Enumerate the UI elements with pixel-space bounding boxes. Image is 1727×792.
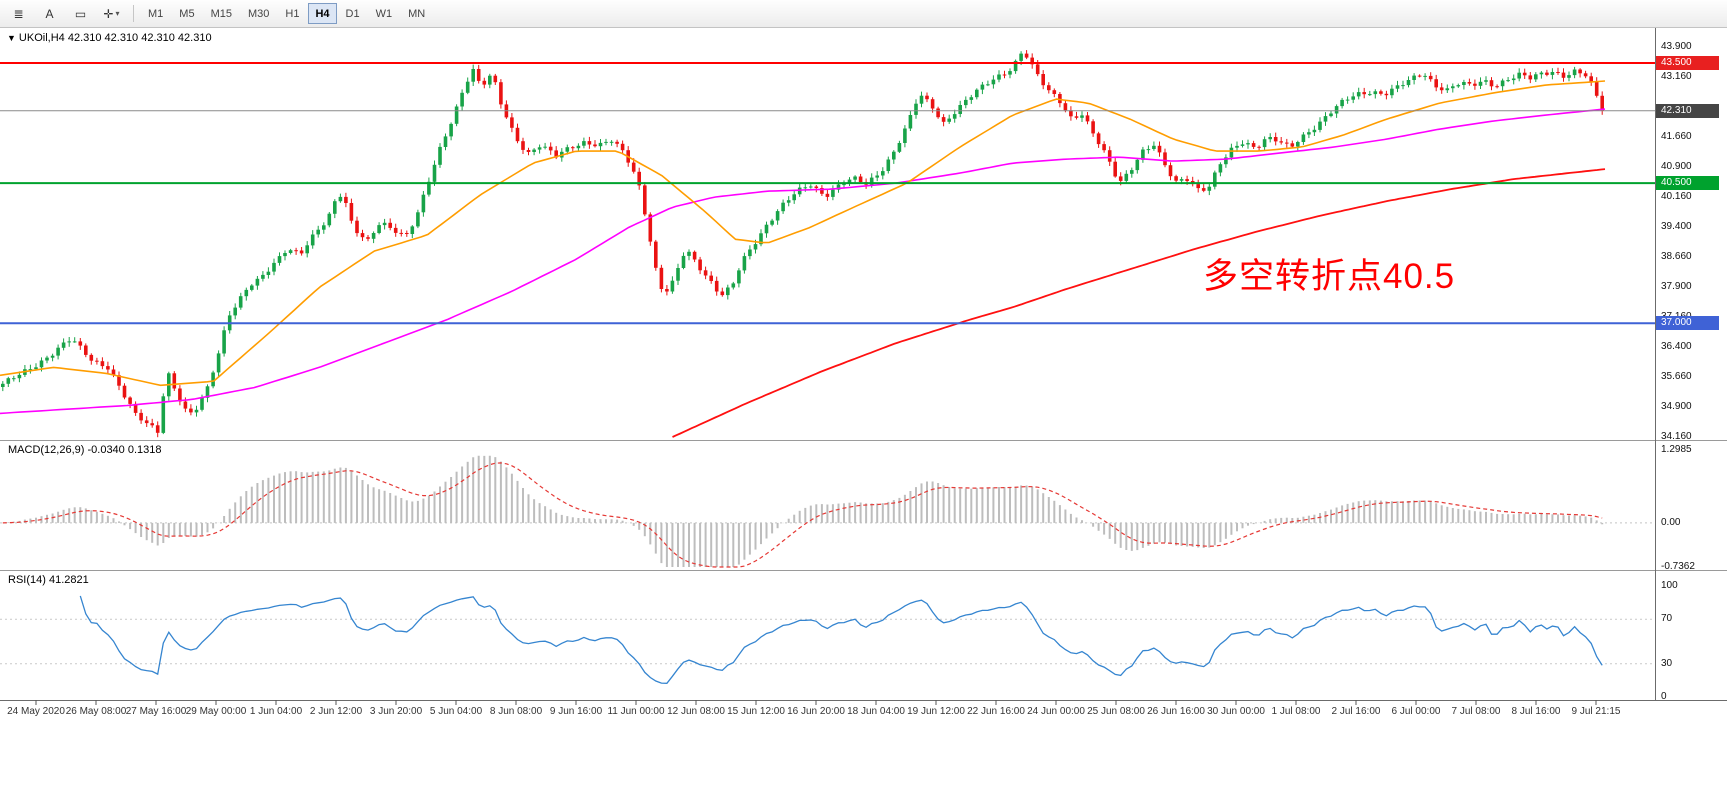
price-axis-label: 34.900 <box>1661 401 1692 412</box>
time-axis-label: 19 Jun 12:00 <box>907 706 965 717</box>
timeframe-button-w1[interactable]: W1 <box>375 7 393 20</box>
timeframe-button-h1[interactable]: H1 <box>285 7 300 20</box>
ma-magenta-line <box>0 108 1606 415</box>
timeframe-button-m5[interactable]: M5 <box>179 7 195 20</box>
time-axis-label: 8 Jul 16:00 <box>1511 706 1561 717</box>
time-axis-label: 2 Jun 12:00 <box>309 706 363 717</box>
objects-button[interactable]: ▭ <box>66 2 95 25</box>
time-axis-label: 24 Jun 00:00 <box>1027 706 1085 717</box>
time-axis-label: 9 Jul 21:15 <box>1571 706 1621 717</box>
macd-name: MACD(12,26,9) <box>8 444 85 456</box>
time-axis-label: 27 May 16:00 <box>125 706 187 717</box>
time-axis-label: 1 Jul 08:00 <box>1271 706 1321 717</box>
ma-red-line <box>672 168 1606 438</box>
time-axis-label: 26 May 08:00 <box>65 706 127 717</box>
chart-title: ▼ UKOil,H4 42.310 42.310 42.310 42.310 <box>7 32 212 44</box>
macd-values: -0.0340 0.1318 <box>87 444 162 456</box>
macd-indicator-label: MACD(12,26,9) -0.0340 0.1318 <box>8 444 162 456</box>
time-axis[interactable]: 24 May 2020 26 May 08:00 27 May 16:00 29 Ma… <box>0 700 1655 725</box>
candles-layer <box>1 50 1604 438</box>
time-axis-label: 5 Jun 04:00 <box>429 706 483 717</box>
support-price-box: 37.000 <box>1656 316 1719 330</box>
price-axis-label: 38.660 <box>1661 251 1692 262</box>
draw-tools-button[interactable]: ✛ ▾ <box>97 2 126 25</box>
chart-quotes: 42.310 42.310 42.310 42.310 <box>67 32 212 44</box>
rsi-indicator-label: RSI(14) 41.2821 <box>8 574 89 586</box>
time-axis-label: 16 Jun 20:00 <box>787 706 845 717</box>
toolbar-separator <box>133 5 134 22</box>
rsi-axis-label: 70 <box>1661 613 1673 624</box>
time-axis-label: 29 May 00:00 <box>185 706 247 717</box>
price-axis-label: 35.660 <box>1661 371 1692 382</box>
rsi-line <box>79 595 1603 684</box>
macd-axis-label: 1.2985 <box>1661 444 1692 455</box>
timeframe-button-h4[interactable]: H4 <box>308 3 337 24</box>
rsi-axis-label: 30 <box>1661 658 1673 669</box>
time-axis-label: 18 Jun 04:00 <box>847 706 905 717</box>
price-axis-label: 39.400 <box>1661 221 1692 232</box>
rsi-value: 41.2821 <box>48 574 89 586</box>
rsi-axis-label: 0 <box>1661 691 1667 702</box>
timeframe-button-m15[interactable]: M15 <box>210 7 232 20</box>
rsi-name: RSI(14) <box>8 574 46 586</box>
macd-axis-label: -0.7362 <box>1661 561 1695 572</box>
macd-axis-label: 0.00 <box>1661 517 1681 528</box>
price-axis-label: 37.900 <box>1661 281 1692 292</box>
time-axis-label: 7 Jul 08:00 <box>1451 706 1501 717</box>
crosshair-icon: ✛ <box>103 6 114 21</box>
price-axis-label: 43.160 <box>1661 71 1692 82</box>
timeframe-button-d1[interactable]: D1 <box>345 7 360 20</box>
price-axis-label: 36.400 <box>1661 341 1692 352</box>
ma-orange-line <box>0 80 1606 387</box>
price-axis[interactable]: 43.900 43.160 41.660 40.900 40.160 39.400 38.6… <box>1655 0 1727 725</box>
macd-signal-line <box>2 462 1603 568</box>
time-axis-label: 30 Jun 00:00 <box>1207 706 1265 717</box>
time-axis-label: 24 May 2020 <box>7 706 65 717</box>
toolbar-tools-group: ≣ A ▭ ✛ ▾ <box>3 2 127 25</box>
text-label-icon: A <box>45 6 54 21</box>
time-axis-label: 11 Jun 00:00 <box>607 706 665 717</box>
time-axis-label: 22 Jun 16:00 <box>967 706 1025 717</box>
timeframe-button-mn[interactable]: MN <box>408 7 426 20</box>
text-label-button[interactable]: A <box>35 2 64 25</box>
timeframe-button-m30[interactable]: M30 <box>247 7 270 20</box>
time-axis-label: 25 Jun 08:00 <box>1087 706 1145 717</box>
chart-symbol: UKOil,H4 <box>18 32 65 44</box>
time-axis-label: 8 Jun 08:00 <box>489 706 543 717</box>
toolbar: ≣ A ▭ ✛ ▾ M1 M5 M15 M30 H1 H4 D1 W1 MN <box>0 0 1727 28</box>
time-axis-label: 15 Jun 12:00 <box>727 706 785 717</box>
time-axis-label: 6 Jul 00:00 <box>1391 706 1441 717</box>
resistance-price-box: 43.500 <box>1656 56 1719 70</box>
price-axis-label: 40.900 <box>1661 161 1692 172</box>
shapes-icon: ▭ <box>74 6 87 21</box>
timeframe-group: M1 M5 M15 M30 H1 H4 D1 W1 MN <box>140 3 433 24</box>
timeframe-button-m1[interactable]: M1 <box>148 7 164 20</box>
indicators-button[interactable]: ≣ <box>4 2 33 25</box>
macd-histogram <box>7 455 1604 567</box>
price-axis-label: 40.160 <box>1661 191 1692 202</box>
price-axis-label: 43.900 <box>1661 41 1692 52</box>
collapse-icon: ▼ <box>7 33 16 43</box>
pivot-price-box: 40.500 <box>1656 176 1719 190</box>
time-axis-label: 1 Jun 04:00 <box>249 706 303 717</box>
indicator-list-icon: ≣ <box>13 6 24 21</box>
time-axis-label: 9 Jun 16:00 <box>549 706 603 717</box>
caret-down-icon: ▾ <box>115 9 120 18</box>
price-axis-label: 41.660 <box>1661 131 1692 142</box>
current-price-box: 42.310 <box>1656 104 1719 118</box>
time-axis-label: 12 Jun 08:00 <box>667 706 725 717</box>
time-axis-label: 26 Jun 16:00 <box>1147 706 1205 717</box>
chart-annotation: 多空转折点40.5 <box>1203 257 1456 296</box>
time-axis-label: 3 Jun 20:00 <box>369 706 423 717</box>
time-axis-label: 2 Jul 16:00 <box>1331 706 1381 717</box>
price-axis-label: 34.160 <box>1661 431 1692 442</box>
rsi-axis-label: 100 <box>1661 580 1678 591</box>
